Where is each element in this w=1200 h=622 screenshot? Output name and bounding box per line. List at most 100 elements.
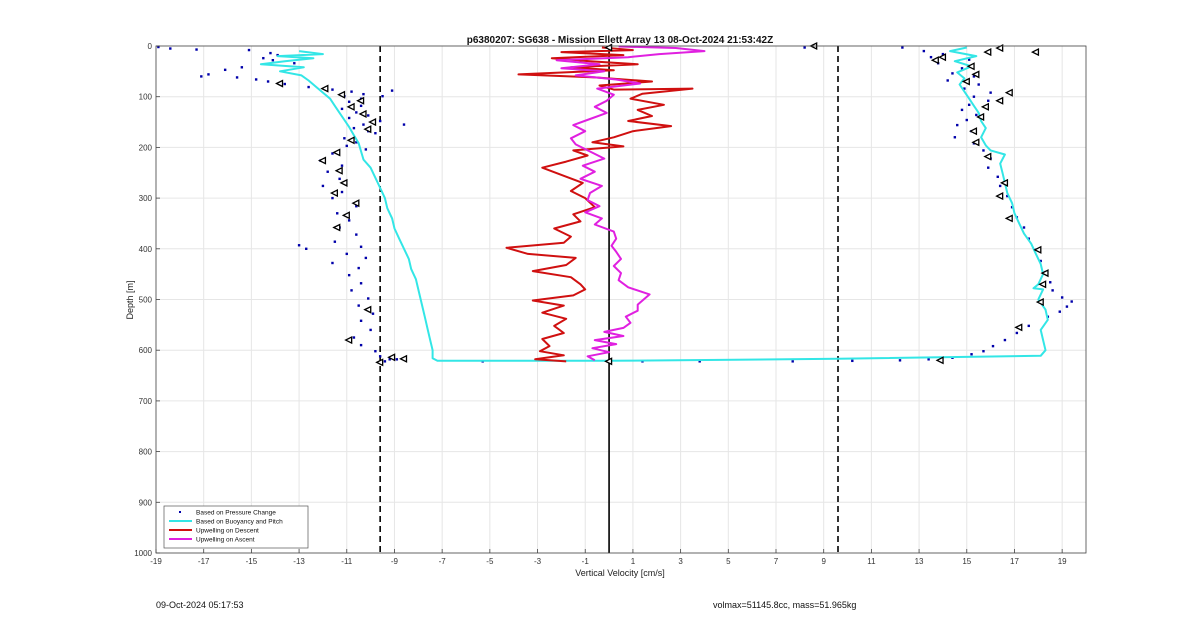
pressure-change-point (402, 123, 406, 126)
pressure-change-point (331, 152, 334, 155)
triangle-marker (329, 188, 338, 198)
pressure-change-point (1027, 324, 1030, 328)
pressure-change-point (347, 100, 351, 103)
pressure-change-point (355, 111, 358, 114)
pressure-change-point (355, 205, 358, 208)
triangle-marker (1033, 245, 1042, 254)
pressure-change-point (1039, 259, 1042, 263)
pressure-change-point (982, 350, 985, 353)
y-tick-label: 700 (139, 397, 153, 406)
pressure-change-point (982, 149, 985, 152)
volmax-mass-footer: volmax=51145.8cc, mass=51.965kg (713, 600, 857, 610)
pressure-change-point (359, 245, 363, 248)
triangle-marker (358, 109, 367, 118)
x-tick-label: -17 (198, 557, 210, 566)
pressure-change-point (1065, 305, 1069, 308)
pressure-change-point (374, 350, 377, 353)
triangle-marker (375, 358, 384, 367)
pressure-change-point (1058, 310, 1061, 313)
x-tick-label: -15 (246, 557, 258, 566)
chart-title: p6380207: SG638 - Mission Ellett Array 1… (467, 35, 773, 46)
triangle-marker (344, 336, 353, 345)
pressure-change-point (350, 90, 353, 93)
triangle-marker (363, 305, 372, 314)
pressure-change-point (338, 177, 341, 181)
pressure-change-point (972, 75, 976, 78)
pressure-change-point (271, 58, 275, 62)
pressure-change-point (987, 166, 990, 169)
y-tick-label: 300 (139, 194, 153, 203)
pressure-change-point (223, 68, 227, 72)
x-tick-label: -11 (341, 557, 353, 566)
pressure-change-point (293, 62, 296, 65)
triangle-marker (995, 43, 1004, 53)
y-tick-label: 1000 (134, 549, 152, 558)
pressure-change-point (297, 244, 301, 247)
pressure-change-point (803, 46, 806, 49)
triangle-marker (351, 199, 360, 208)
y-tick-label: 200 (139, 143, 153, 152)
pressure-change-point (967, 58, 971, 61)
pressure-change-point (326, 170, 329, 173)
triangle-marker (339, 178, 348, 187)
pressure-change-point (381, 94, 384, 98)
pressure-change-point (266, 80, 270, 83)
x-tick-label: 15 (962, 557, 971, 566)
triangle-marker (341, 211, 350, 220)
triangle-marker (1004, 88, 1013, 97)
axes: -19 -17 -15 -13 -11 -9 -7 -5 -3 -1 1 3 5 7 9 11 13 15 17 19… (134, 42, 1087, 566)
pressure-change-point (364, 256, 368, 260)
velocity-depth-chart: -19 -17 -15 -13 -11 -9 -7 -5 -3 -1 1 3 5 7 9 11 13 15 17 19… (125, 35, 1087, 578)
pressure-change-point (963, 87, 966, 90)
pressure-change-point (1051, 289, 1054, 292)
pressure-change-point (383, 360, 387, 363)
x-tick-label: 7 (774, 557, 779, 566)
pressure-change-point (355, 141, 358, 144)
pressure-change-point (975, 113, 978, 117)
x-tick-label: -3 (534, 557, 542, 566)
pressure-change-point (941, 52, 945, 56)
y-tick-label: 800 (139, 448, 153, 457)
x-tick-label: 17 (1010, 557, 1019, 566)
pressure-change-point (367, 297, 370, 300)
pressure-change-point (240, 66, 244, 69)
legend-box (163, 505, 309, 549)
pressure-change-point (898, 359, 902, 362)
legend-swatch (179, 511, 181, 513)
y-axis-label: Depth [m] (125, 280, 135, 319)
triangle-marker (961, 77, 970, 86)
pressure-change-point (927, 358, 930, 361)
y-tick-label: 900 (139, 498, 153, 507)
y-tick-label: 0 (148, 42, 153, 51)
pressure-change-point (340, 190, 344, 194)
pressure-change-point (345, 144, 348, 148)
pressure-change-point (195, 48, 198, 51)
pressure-change-point (254, 78, 258, 81)
pressure-change-point (357, 266, 360, 270)
pressure-change-point (331, 261, 334, 265)
triangle-marker (983, 48, 992, 57)
triangle-marker (356, 96, 365, 105)
pressure-change-point (929, 55, 933, 59)
x-axis-label: Vertical Velocity [cm/s] (575, 568, 665, 578)
triangle-marker (937, 53, 947, 62)
triangle-marker (971, 138, 980, 147)
triangle-marker (1004, 214, 1013, 223)
y-tick-label: 100 (139, 93, 153, 102)
triangle-marker (320, 84, 329, 93)
pressure-change-point (1006, 194, 1009, 198)
pressure-change-point (791, 360, 794, 363)
pressure-change-point (369, 328, 372, 332)
x-tick-label: -7 (439, 557, 447, 566)
triangle-marker (1014, 323, 1023, 332)
legend-entry: Upwelling on Ascent (196, 537, 255, 544)
pressure-change-point (359, 282, 363, 285)
pressure-change-point (960, 67, 964, 70)
pressure-change-point (362, 123, 365, 126)
x-tick-label: 1 (631, 557, 636, 566)
triangle-marker (968, 127, 978, 136)
triangle-marker (604, 357, 613, 366)
x-tick-label: 19 (1058, 557, 1067, 566)
based-on-buoyancy-and-pitch-line (259, 46, 1049, 362)
pressure-change-point (352, 126, 356, 130)
